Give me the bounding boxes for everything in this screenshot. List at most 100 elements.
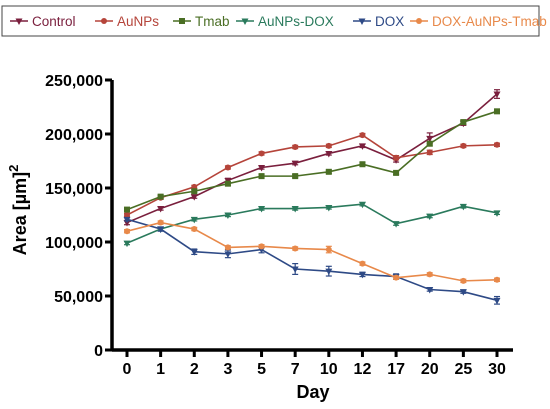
data-point [493,210,501,217]
x-tick-label: 1 [156,361,165,378]
data-point [426,287,434,294]
data-point [393,274,400,281]
data-point [460,142,467,149]
legend: Control AuNPs Tmab AuNPs-DOX DOX DOX-AuNPs-Tm… [1,5,547,37]
legend-swatch-marker [101,18,107,24]
legend-swatch-marker [241,18,249,25]
data-point [358,143,366,150]
data-point [325,150,333,158]
data-point [325,246,332,253]
data-point [124,228,130,235]
x-tick-label: 17 [387,361,405,378]
data-point [460,277,467,284]
data-point [325,204,333,212]
legend-label: DOX [375,14,404,29]
data-point [124,206,130,213]
legend-item-dox: DOX [353,14,404,29]
series-line-aunps-dox [126,203,498,244]
data-point [258,206,266,213]
data-point [292,173,299,180]
data-point [359,132,366,139]
x-tick-label: 12 [354,361,372,378]
legend-item-control: Control [10,14,76,29]
legend-item-aunps: AuNPs [95,14,159,29]
data-point [459,203,467,211]
data-point [258,150,265,157]
data-point [224,164,231,171]
data-point [123,240,131,248]
data-point [359,260,366,267]
data-point [358,201,366,209]
x-tick-label: 10 [320,361,338,378]
data-point [325,268,333,276]
data-point [494,108,500,115]
data-point [292,143,299,150]
legend-label: Tmab [195,14,230,29]
y-axis-title-superscript: 2 [6,165,21,172]
data-point [325,168,332,175]
data-point [124,212,130,218]
series-line-control [126,93,498,224]
legend-label: Control [32,14,76,29]
data-point [258,164,266,172]
legend-box [1,5,540,37]
y-axis-title: Area [µm]2 [6,165,30,256]
x-tick-label: 0 [123,361,132,378]
legend-swatch-marker [416,18,422,24]
y-tick-label: 0 [94,343,103,360]
legend-swatch-marker [15,18,23,25]
legend-swatch-marker [358,18,366,25]
series-aunps [124,132,500,218]
x-tick-label: 7 [291,361,300,378]
y-tick-label: 200,000 [45,127,103,144]
data-point [291,206,299,213]
data-point [224,251,232,258]
data-point [190,216,198,224]
data-point [426,140,433,147]
data-point [426,149,433,156]
data-point [258,173,265,180]
data-point [426,135,434,143]
data-point [190,194,198,201]
data-point [393,154,400,161]
series-dox [123,216,501,305]
data-point [191,226,198,233]
series-line-aunps [126,134,498,216]
data-point [494,141,500,148]
legend-item-aunps-dox: AuNPs-DOX [236,14,334,29]
data-point [292,245,299,252]
data-point [494,276,500,283]
data-point [191,188,198,195]
data-point [123,216,131,224]
series [123,89,501,305]
data-point [157,219,164,226]
y-tick-label: 250,000 [45,73,103,90]
data-point [157,226,165,234]
y-tick-label: 100,000 [45,235,103,252]
legend-label: DOX-AuNPs-Tmab [432,14,547,29]
series-line-dox-aunps-tmab [126,221,498,282]
series-tmab [124,108,500,213]
data-point [493,91,501,99]
legend-item-tmab: Tmab [173,14,230,29]
x-tick-label: 20 [421,361,439,378]
series-line-dox [126,218,498,302]
series-dox-aunps-tmab [124,219,500,284]
legend-label: AuNPs [117,14,159,29]
x-tick-label: 3 [223,361,232,378]
data-point [393,169,400,176]
y-axis-title-main: Area [µm] [10,172,30,255]
legend-swatch-marker [179,18,185,24]
x-tick-label: 2 [190,361,199,378]
data-point [190,249,198,256]
x-tick-label: 30 [488,361,506,378]
axes [110,80,513,352]
series-aunps-dox [123,201,501,248]
data-point [224,212,232,219]
x-axis-title: Day [296,382,329,402]
data-point [426,271,433,278]
data-point [224,180,231,187]
data-point [291,160,299,168]
data-point [258,243,265,250]
